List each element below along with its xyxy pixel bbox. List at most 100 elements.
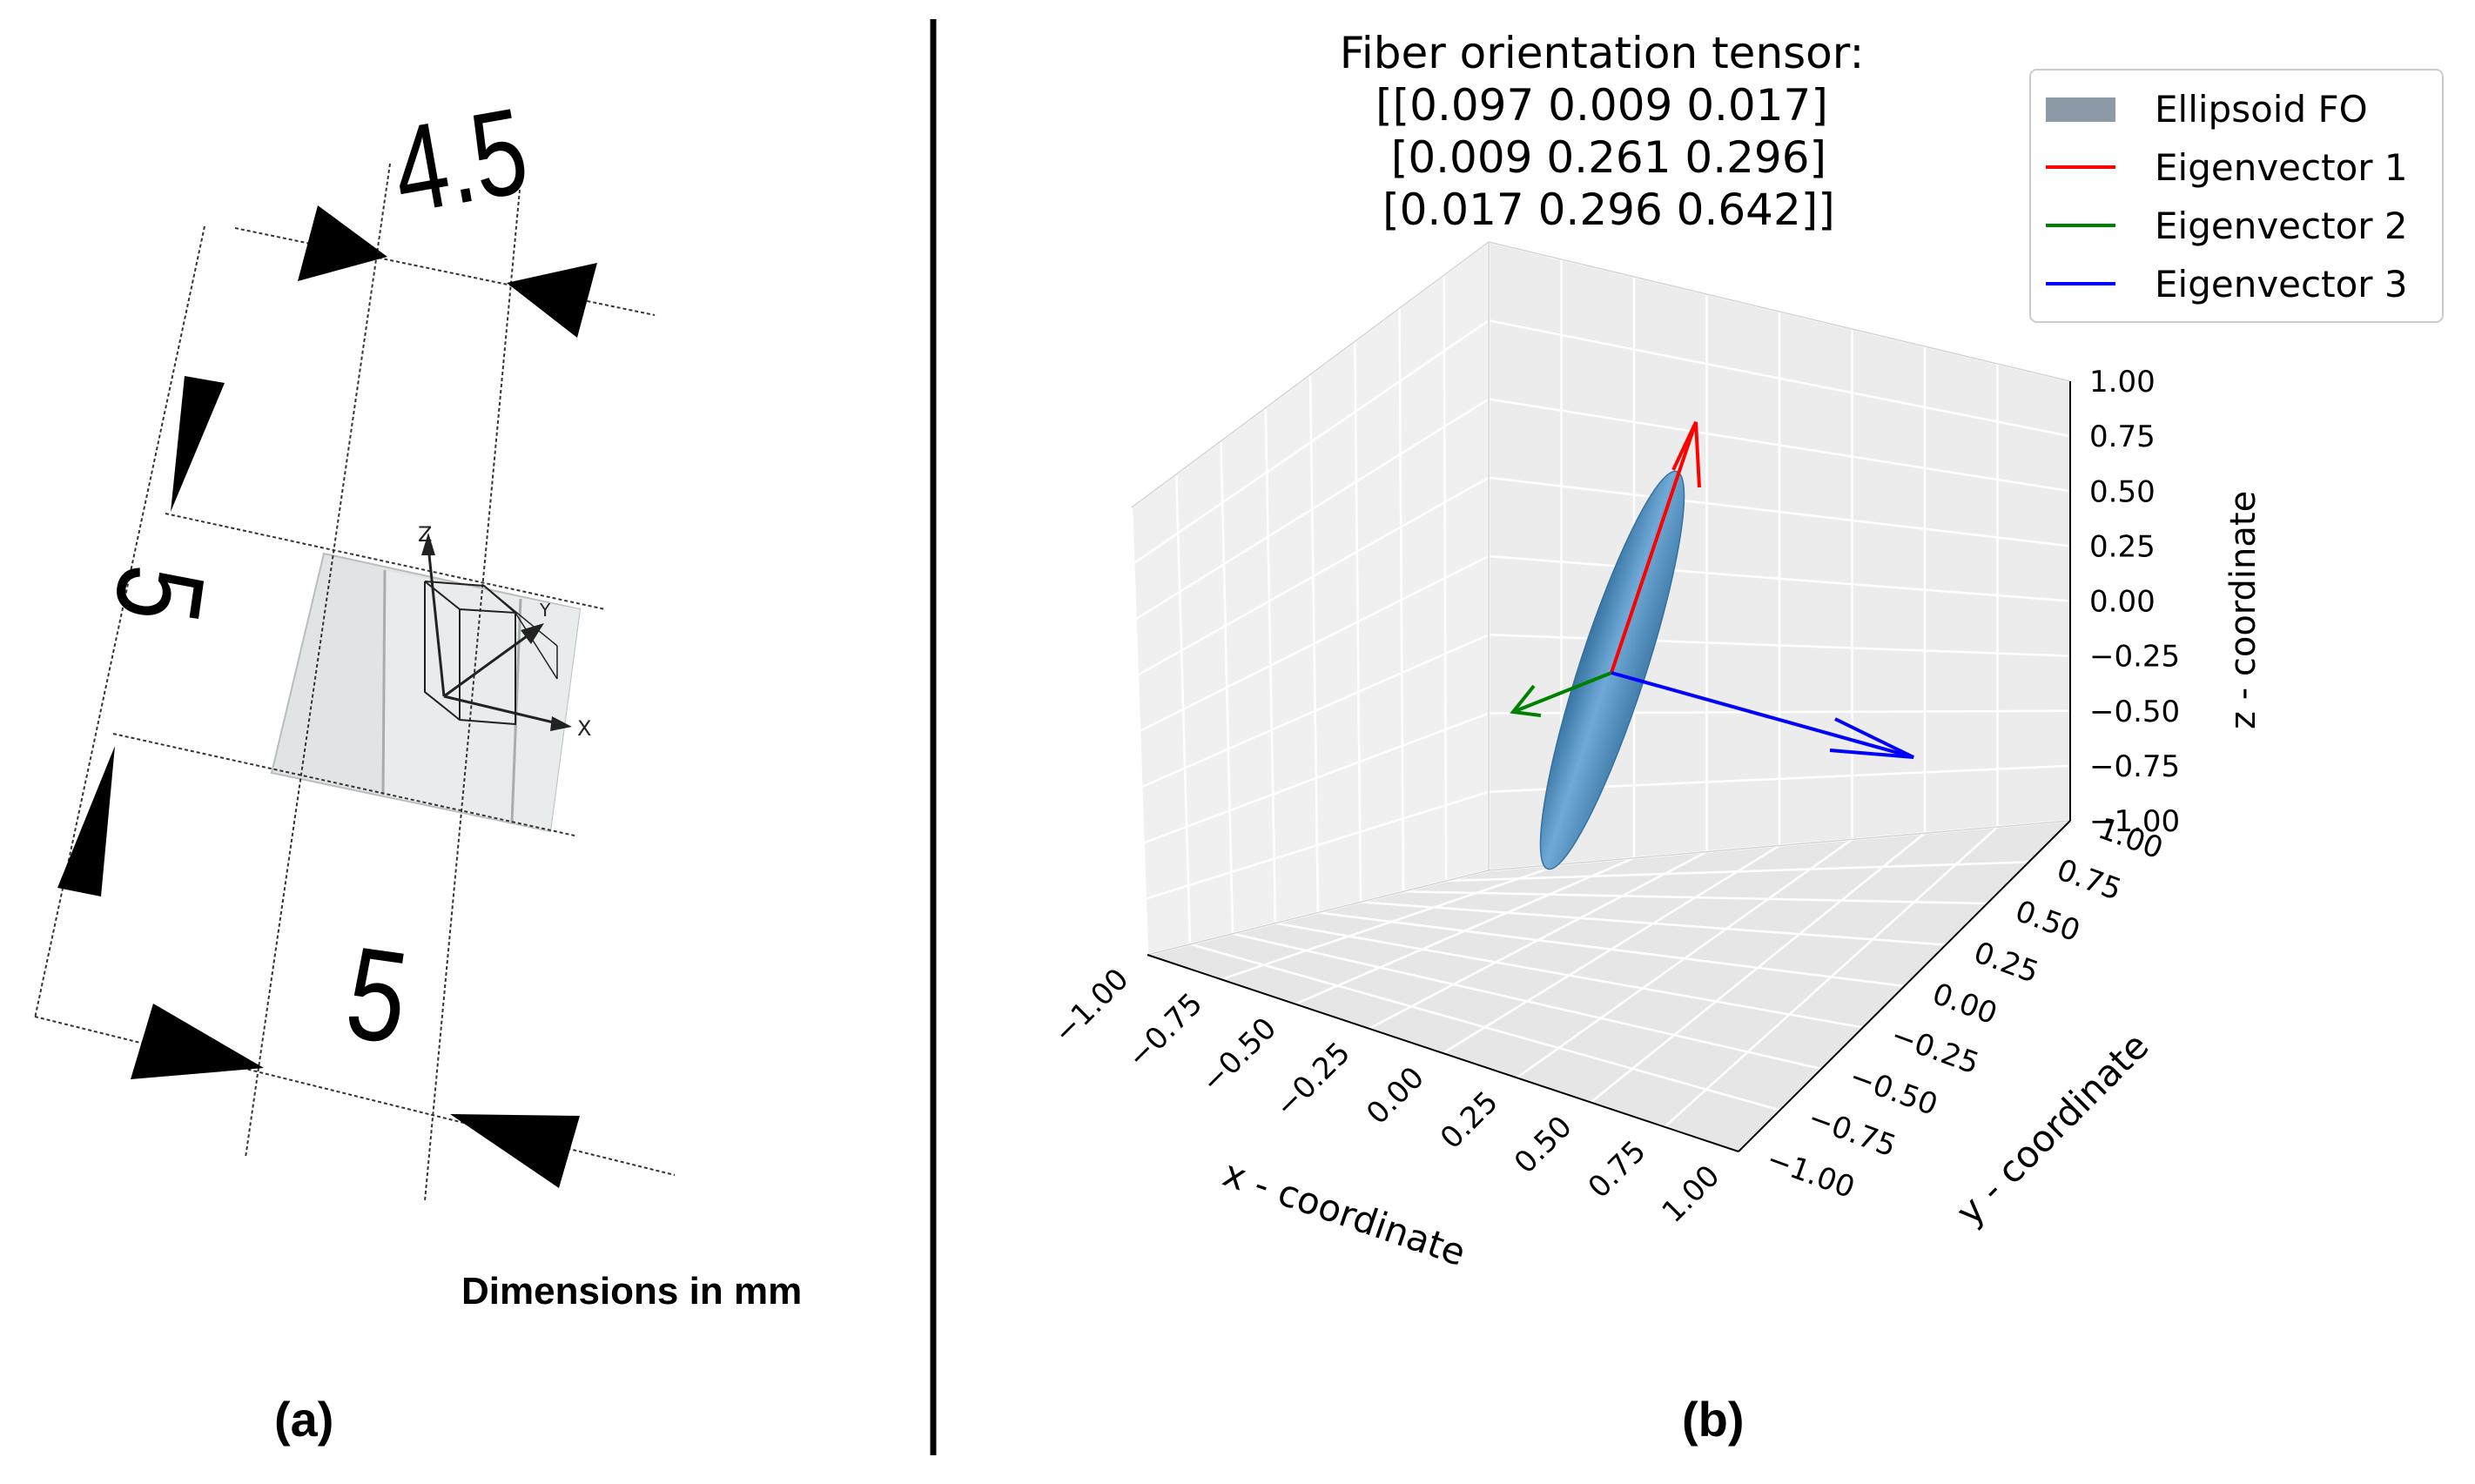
- z-tick-label: −1.00: [2089, 804, 2180, 839]
- triad-arrows: [421, 533, 572, 731]
- panel-b-caption: (b): [1682, 1392, 1745, 1447]
- y-tick-label: 0.75: [2052, 852, 2126, 907]
- grid-line: [1488, 554, 2071, 602]
- x-tick-mark: [1582, 1103, 1591, 1115]
- grid-line: [1134, 398, 1490, 621]
- x-tick-mark: [1508, 1078, 1517, 1090]
- z-tick-label: 0.25: [2089, 529, 2156, 564]
- y-tick-mark: [1821, 1069, 1835, 1072]
- x-tick-mark: [1213, 979, 1221, 991]
- grid-line: [1516, 838, 1853, 1079]
- legend: Ellipsoid FO Eigenvector 1 Eigenvector 2…: [2029, 69, 2444, 323]
- panel-b-3d-plot: −1.00−1.00−1.00−0.75−0.75−0.75−0.50 −0.50…: [1046, 28, 2444, 1447]
- panel-a-dimension-drawing: 4.5 5 5 Z Y X Dimensions in mm (a): [34, 81, 802, 1447]
- z-tick-label: 0.50: [2089, 474, 2156, 509]
- legend-label: Eigenvector 3: [2155, 263, 2408, 306]
- y-tick-label: −0.25: [1887, 1017, 1984, 1081]
- y-tick-mark: [1987, 903, 2001, 907]
- y-tick-mark: [1739, 1152, 1752, 1155]
- grid-line: [1488, 319, 2071, 438]
- grid-line: [1139, 554, 1490, 733]
- grid-line: [1360, 901, 1947, 946]
- z-tick-label: 0.75: [2089, 420, 2156, 454]
- y-tick-mark: [2070, 821, 2084, 824]
- x-tick-label: 1.00: [1656, 1158, 1727, 1230]
- x-tick-mark: [1730, 1152, 1739, 1164]
- grid-line: [1488, 476, 2071, 547]
- grid-line: [1443, 275, 1448, 882]
- y-tick-mark: [1863, 1028, 1877, 1031]
- y-tick-label: 0.00: [1927, 977, 2001, 1031]
- y-tick-mark: [1946, 945, 1960, 949]
- x-tick-label: 0.00: [1360, 1060, 1431, 1131]
- legend-box: [2029, 69, 2444, 323]
- x-axis-label: x - coordinate: [1218, 1152, 1471, 1274]
- x-tick-label: −0.50: [1194, 1011, 1283, 1100]
- x-tick-mark: [1435, 1053, 1443, 1065]
- eigenvector-1: [1610, 421, 1701, 674]
- dim-bottom-width-label: 5: [339, 918, 416, 1071]
- grid-line: [1317, 911, 1905, 988]
- arrow-bottom-right: [450, 1114, 580, 1188]
- grid-line: [1488, 398, 2071, 493]
- legend-label: Eigenvector 2: [2155, 205, 2408, 247]
- y-tick-mark: [1905, 986, 1919, 990]
- y-tick-label: 0.50: [2011, 894, 2085, 949]
- dimensions-note: Dimensions in mm: [461, 1270, 802, 1313]
- x-tick-mark: [1361, 1029, 1369, 1041]
- arrow-top-right: [507, 263, 597, 338]
- grid-line: [1398, 308, 1405, 892]
- triad-z-label: Z: [418, 522, 432, 547]
- y-tick-label: −0.75: [1804, 1100, 1901, 1164]
- z-tick-label: −0.75: [2089, 749, 2180, 784]
- x-tick-mark: [1656, 1127, 1665, 1139]
- eigenvector-3: [1611, 671, 1914, 759]
- arrow-left-upper: [171, 376, 225, 512]
- pane-borders: [1131, 241, 2071, 956]
- y-tick-label: −0.50: [1845, 1059, 1942, 1123]
- y-tick-mark: [2028, 863, 2042, 866]
- arrow-bottom-left: [131, 1004, 264, 1079]
- x-tick-label: −0.75: [1120, 986, 1209, 1075]
- y-tick-label: 0.25: [1969, 935, 2043, 990]
- grid-line: [1445, 861, 2029, 883]
- triad-x-label: X: [577, 716, 591, 741]
- x-tick-label: −1.00: [1046, 962, 1135, 1051]
- plot-title-line-4: [0.017 0.296 0.642]]: [1369, 185, 1835, 235]
- y-tick-label: −1.00: [1762, 1142, 1860, 1205]
- arrow-top-left: [298, 205, 387, 281]
- dim-left-height-label: 5: [89, 558, 232, 631]
- axis-lines: [1147, 381, 2071, 1152]
- grid-line: [1590, 832, 1926, 1104]
- x-tick-mark: [1287, 1004, 1295, 1017]
- x-tick-label: −0.25: [1268, 1036, 1357, 1125]
- z-tick-label: 0.00: [2089, 585, 2156, 620]
- arrow-left-lower: [57, 746, 115, 896]
- legend-swatch-ellipsoid: [2046, 97, 2115, 122]
- grid-line: [1137, 476, 1490, 676]
- z-tick-label: −0.50: [2089, 695, 2180, 729]
- y-axis-line: [1738, 820, 2071, 1152]
- legend-label: Eigenvector 1: [2155, 146, 2408, 189]
- grid-line: [1133, 319, 1490, 565]
- x-axis-line: [1147, 954, 1739, 1152]
- z-tick-label: −0.25: [2089, 640, 2180, 675]
- z-axis-label: z - coordinate: [2223, 491, 2263, 729]
- eigenvector-2: [1510, 671, 1612, 717]
- x-tick-mark: [1139, 955, 1147, 967]
- y-tick-mark: [1780, 1111, 1794, 1114]
- grid-line: [1664, 826, 1999, 1128]
- x-tick-label: 0.25: [1434, 1084, 1505, 1156]
- dim-top-width-label: 4.5: [383, 81, 537, 238]
- grid-line: [1354, 341, 1362, 903]
- plot-title-line-3: [0.009 0.261 0.296]: [1377, 132, 1826, 183]
- x-tick-label: 0.50: [1508, 1110, 1579, 1181]
- plot-title-line-2: [[0.097 0.009 0.017]: [1375, 80, 1828, 131]
- dimension-arrows: [57, 205, 597, 1188]
- triad-y-label: Y: [539, 600, 551, 621]
- grid-line: [1402, 890, 1987, 905]
- plot-title-line-1: Fiber orientation tensor:: [1340, 28, 1865, 78]
- x-tick-label: 0.75: [1582, 1134, 1653, 1205]
- panel-a-caption: (a): [274, 1392, 333, 1447]
